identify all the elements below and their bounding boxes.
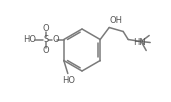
Text: HO: HO xyxy=(23,35,36,44)
Text: O: O xyxy=(52,35,59,44)
Text: HN: HN xyxy=(133,38,146,47)
Text: O: O xyxy=(43,46,49,55)
Text: HO: HO xyxy=(62,76,75,85)
Text: O: O xyxy=(43,24,49,33)
Text: OH: OH xyxy=(110,16,123,25)
Text: S: S xyxy=(43,35,48,44)
